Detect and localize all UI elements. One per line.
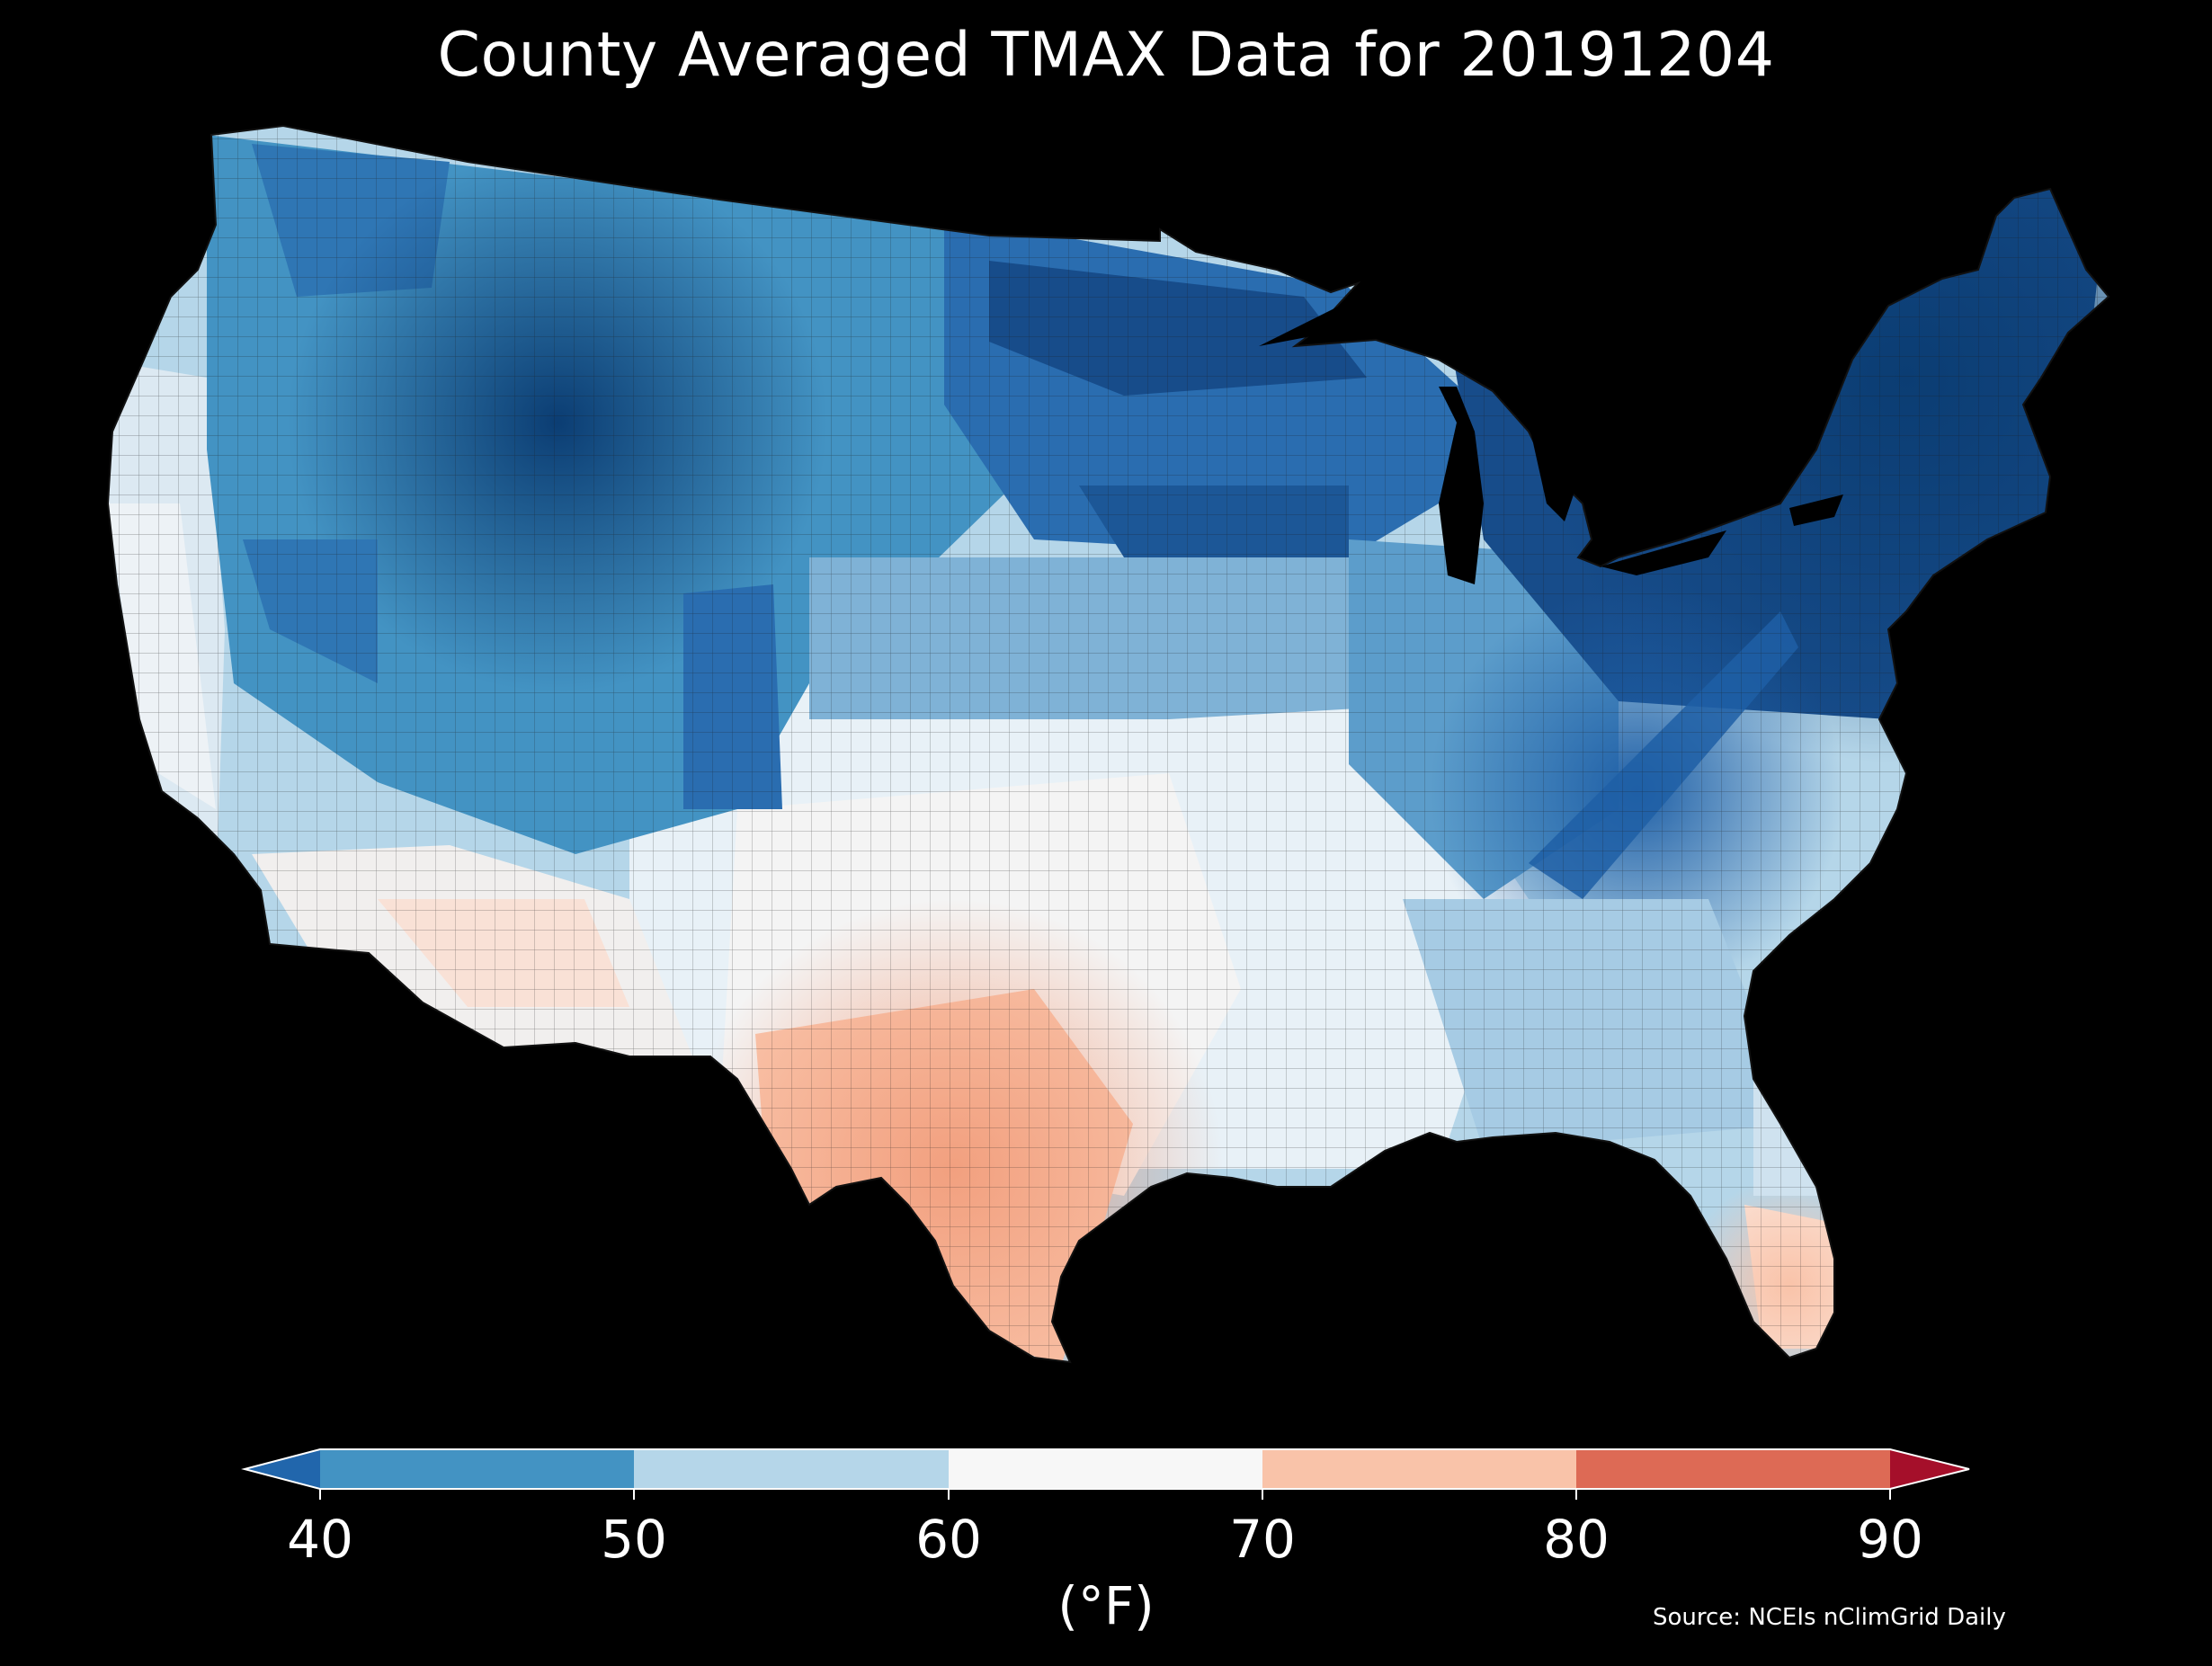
colorbar-tick-label: 90 xyxy=(1857,1509,1923,1570)
colorbar-under-extension xyxy=(245,1449,320,1489)
colorbar-bin-50-60 xyxy=(634,1449,949,1489)
colorbar-bin-80-90 xyxy=(1576,1449,1890,1489)
colorbar-tick-label: 50 xyxy=(601,1509,667,1570)
colorbar-bin-60-70 xyxy=(949,1449,1262,1489)
source-credit: Source: NCEIs nClimGrid Daily xyxy=(1653,1604,2006,1631)
colorbar-tick-label: 40 xyxy=(287,1509,353,1570)
colorbar-bin-40-50 xyxy=(320,1449,634,1489)
colorbar-tick-label: 80 xyxy=(1543,1509,1610,1570)
colorbar-tick-label: 70 xyxy=(1229,1509,1296,1570)
colorbar-units-label: (°F) xyxy=(1057,1575,1155,1636)
colorbar-over-extension xyxy=(1890,1449,1969,1489)
colorbar-bin-70-80 xyxy=(1262,1449,1576,1489)
map-title: County Averaged TMAX Data for 20191204 xyxy=(437,20,1775,91)
colorbar-tick-label: 60 xyxy=(915,1509,982,1570)
great-lakes xyxy=(1259,288,1843,584)
colorbar-ticks xyxy=(319,1489,1891,1500)
